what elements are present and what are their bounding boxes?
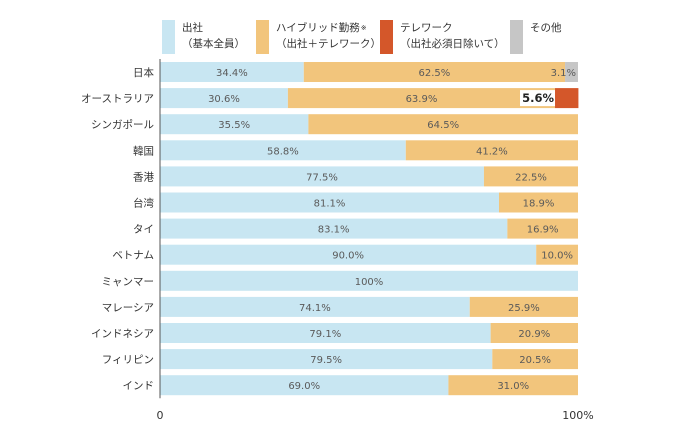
legend-other-swatch	[510, 20, 523, 54]
bar-segment	[287, 88, 556, 109]
legend-onsite-swatch	[162, 20, 175, 54]
data-label: 90.0%	[332, 251, 364, 262]
legend-onsite-label: 出社	[182, 22, 203, 34]
category-label: 香港	[133, 171, 154, 183]
bar-segment	[160, 88, 288, 109]
data-label: 25.9%	[508, 303, 540, 314]
category-label: シンガポール	[91, 119, 154, 131]
legend-other-label: その他	[530, 22, 562, 34]
data-label: 74.1%	[299, 303, 331, 314]
bar-segment	[405, 140, 578, 161]
bar-segment	[160, 375, 449, 396]
bar-segment	[160, 218, 508, 239]
data-label: 100%	[355, 277, 384, 288]
data-label: 5.6%	[522, 91, 554, 105]
bar-segment	[483, 166, 578, 187]
data-label: 20.5%	[519, 355, 551, 366]
data-label: 41.2%	[476, 146, 508, 157]
data-label: 81.1%	[314, 199, 346, 210]
legend-hybrid-note-mark: ※	[360, 24, 367, 32]
data-label: 22.5%	[515, 172, 547, 183]
x-axis-min-label: 0	[157, 409, 164, 422]
bar-segment	[160, 166, 484, 187]
data-label: 18.9%	[523, 199, 555, 210]
data-label: 34.4%	[216, 68, 248, 79]
category-label: タイ	[133, 224, 154, 236]
bar-segment	[160, 323, 491, 343]
legend-hybrid-sublabel: （出社＋テレワーク）	[276, 38, 381, 50]
legend-hybrid-label-line: ハイブリッド勤務※	[276, 21, 367, 35]
bars-group	[160, 62, 579, 396]
bar-segment	[498, 192, 578, 213]
legend-remote-label: テレワーク	[400, 22, 453, 34]
legend-remote-sublabel: （出社必須日除いて）	[400, 38, 505, 50]
bar-segment	[160, 62, 304, 82]
data-label-background	[520, 90, 556, 107]
category-label: フィリピン	[102, 354, 154, 366]
bar-segment	[303, 62, 566, 82]
category-label: 日本	[133, 66, 154, 79]
category-label: ミャンマー	[102, 276, 155, 288]
bar-segment	[492, 349, 578, 370]
category-label: インドネシア	[91, 328, 154, 340]
data-label: 79.1%	[309, 329, 341, 340]
category-label: オーストラリア	[81, 93, 154, 105]
category-label: 台湾	[133, 197, 154, 210]
data-label: 3.1%	[551, 68, 576, 79]
legend-hybrid-swatch	[256, 20, 269, 54]
data-label: 31.0%	[497, 381, 529, 392]
bar-segment	[469, 296, 578, 317]
bar-segment	[448, 375, 578, 396]
data-label: 16.9%	[527, 225, 559, 236]
data-label: 10.0%	[541, 251, 573, 262]
bar-segment	[160, 140, 406, 161]
legend-hybrid-label: ハイブリッド勤務	[276, 22, 360, 34]
bar-segment	[160, 192, 499, 213]
category-label: インド	[123, 380, 155, 392]
category-label: マレーシア	[102, 302, 154, 314]
legend-onsite-sublabel: （基本全員）	[182, 38, 245, 50]
bar-segment	[536, 244, 578, 265]
data-label: 77.5%	[306, 172, 338, 183]
bar-segment	[160, 114, 309, 135]
data-label: 58.8%	[267, 146, 299, 157]
data-label: 62.5%	[419, 68, 451, 79]
data-label: 69.0%	[288, 381, 320, 392]
bar-segment	[308, 114, 578, 135]
legend-remote-swatch	[380, 20, 393, 54]
category-label: 韓国	[133, 145, 154, 157]
bar-segment	[160, 270, 578, 291]
bar-segment	[160, 244, 537, 265]
data-label: 30.6%	[208, 94, 240, 105]
bar-labels-group: 34.4% 62.5% 3.1% 30.6% 63.9% 5.6% 35.5% 64.5% 58…	[208, 68, 576, 392]
data-label: 83.1%	[318, 225, 350, 236]
category-label: ベトナム	[112, 250, 154, 262]
x-axis-max-label: 100%	[562, 409, 593, 422]
data-label: 20.9%	[518, 329, 550, 340]
bar-segment	[160, 296, 470, 317]
data-label: 64.5%	[427, 120, 459, 131]
bar-segment	[490, 323, 578, 343]
category-labels-group: 日本オーストラリアシンガポール韓国香港台湾タイベトナムミャンマーマレーシアインド…	[81, 66, 154, 392]
data-label: 35.5%	[218, 120, 250, 131]
bar-segment	[555, 88, 579, 109]
bar-segment	[160, 349, 493, 370]
data-label: 63.9%	[406, 94, 438, 105]
bar-segment	[507, 218, 578, 239]
bar-segment	[565, 62, 578, 82]
data-label: 79.5%	[310, 355, 342, 366]
